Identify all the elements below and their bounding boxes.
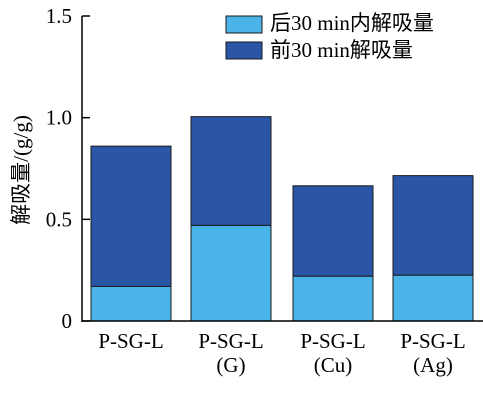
y-tick-label: 1.0 xyxy=(46,106,72,130)
bar-segment-series-1-1 xyxy=(90,285,172,322)
x-labels-layer: P-SG-L P-SG-L(G)P-SG-L(Cu)P-SG-L(Ag) xyxy=(98,329,465,377)
axes-layer xyxy=(81,16,483,322)
y-tick-label: 0 xyxy=(62,309,73,333)
y-axis-title: 解吸量/(g/g) xyxy=(9,115,33,225)
bar-segment-series-2-3 xyxy=(292,185,374,277)
legend: 后30 min内解吸量 前30 min解吸量 xyxy=(225,11,434,62)
legend-swatch-series-2 xyxy=(225,41,263,60)
legend-label-series-1: 后30 min内解吸量 xyxy=(270,11,434,35)
bar-segment-series-2-1 xyxy=(90,145,172,287)
x-tick-label-line2: (G) xyxy=(216,353,245,377)
x-tick-label: P-SG-L xyxy=(400,329,465,353)
y-tick-label: 0.5 xyxy=(46,207,72,231)
bar-segment-series-1-3 xyxy=(292,275,374,322)
x-tick-label: P-SG-L xyxy=(98,329,163,353)
legend-swatch-series-1 xyxy=(225,15,263,34)
bars-layer xyxy=(90,116,474,322)
y-ticks-layer: 0 0.5 1.0 1.5 xyxy=(46,4,90,333)
x-tick-label: P-SG-L xyxy=(198,329,263,353)
bar-segment-series-1-2 xyxy=(190,224,272,322)
y-tick-label: 1.5 xyxy=(46,4,72,28)
x-tick-label-line2: (Cu) xyxy=(314,353,353,377)
bar-segment-series-1-4 xyxy=(392,274,474,322)
x-tick-label: P-SG-L xyxy=(300,329,365,353)
legend-label-series-2: 前30 min解吸量 xyxy=(270,38,413,62)
bar-segment-series-2-4 xyxy=(392,175,474,276)
bar-segment-series-2-2 xyxy=(190,116,272,226)
x-tick-label-line2: (Ag) xyxy=(413,353,453,377)
